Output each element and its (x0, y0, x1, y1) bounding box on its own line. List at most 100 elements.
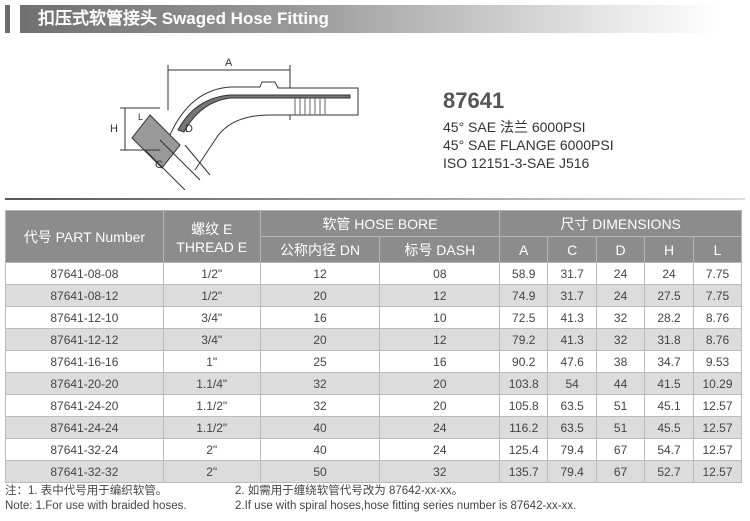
cell-c: 79.4 (547, 460, 598, 483)
cell-d: 24 (596, 284, 646, 307)
cell-dn: 16 (259, 306, 381, 329)
header-c: C (547, 236, 598, 263)
table-row: 87641-32-24 2" 40 24 125.4 79.4 67 54.7 12.57 (5, 438, 743, 461)
cell-thread: 3/4" (162, 328, 261, 351)
cell-l: 10.29 (692, 372, 743, 395)
table-row: 87641-12-12 3/4" 20 12 79.2 41.3 32 31.8 8.76 (5, 328, 743, 351)
header-part-number: 代号 PART Number (5, 210, 164, 263)
cell-l: 12.57 (692, 394, 743, 417)
cell-a: 116.2 (499, 416, 549, 439)
cell-a: 105.8 (499, 394, 549, 417)
header-thread-cn: 螺纹 E (191, 220, 233, 237)
header-hose-bore: 软管 HOSE BORE (259, 210, 501, 237)
cell-d: 67 (596, 438, 646, 461)
cell-thread: 3/4" (162, 306, 261, 329)
cell-dn: 40 (259, 438, 381, 461)
cell-part-number: 87641-12-10 (5, 306, 164, 329)
cell-d: 38 (596, 350, 646, 373)
cell-part-number: 87641-24-20 (5, 394, 164, 417)
cell-dash: 12 (379, 328, 501, 351)
cell-h: 45.5 (644, 416, 694, 439)
cell-thread: 1.1/4" (162, 372, 261, 395)
cell-a: 90.2 (499, 350, 549, 373)
cell-l: 12.57 (692, 460, 743, 483)
cell-thread: 1.1/2" (162, 416, 261, 439)
cell-part-number: 87641-08-12 (5, 284, 164, 307)
cell-h: 31.8 (644, 328, 694, 351)
cell-part-number: 87641-32-24 (5, 438, 164, 461)
cell-a: 74.9 (499, 284, 549, 307)
cell-l: 8.76 (692, 328, 743, 351)
cell-dash: 24 (379, 438, 501, 461)
header-thread: 螺纹 E THREAD E (162, 210, 261, 263)
cell-a: 135.7 (499, 460, 549, 483)
spec-line: 45° SAE 法兰 6000PSI (443, 119, 586, 135)
cell-thread: 1" (162, 350, 261, 373)
cell-l: 7.75 (692, 262, 743, 285)
header-l: L (692, 236, 743, 263)
cell-dash: 16 (379, 350, 501, 373)
fitting-diagram: A H L D C (110, 57, 359, 190)
model-number: 87641 (443, 88, 505, 113)
cell-part-number: 87641-20-20 (5, 372, 164, 395)
cell-c: 41.3 (547, 328, 598, 351)
cell-dash: 32 (379, 460, 501, 483)
cell-thread: 2" (162, 460, 261, 483)
cell-d: 32 (596, 328, 646, 351)
cell-c: 31.7 (547, 262, 598, 285)
cell-l: 8.76 (692, 306, 743, 329)
cell-c: 47.6 (547, 350, 598, 373)
cell-c: 63.5 (547, 394, 598, 417)
header-d: D (596, 236, 646, 263)
cell-dn: 50 (259, 460, 381, 483)
cell-h: 34.7 (644, 350, 694, 373)
cell-part-number: 87641-16-16 (5, 350, 164, 373)
header-h: H (644, 236, 694, 263)
dimensions-table: 代号 PART Number 螺纹 E THREAD E 软管 HOSE BORE… (5, 210, 743, 483)
notes: 注：1. 表中代号用于编织软管。 2. 如需用于缠绕软管代号改为 87642-xx… (5, 484, 576, 514)
cell-dn: 20 (259, 328, 381, 351)
divider (5, 198, 745, 200)
cell-c: 79.4 (547, 438, 598, 461)
cell-c: 31.7 (547, 284, 598, 307)
cell-d: 51 (596, 394, 646, 417)
dim-label-d: D (185, 123, 193, 135)
cell-part-number: 87641-12-12 (5, 328, 164, 351)
header-dimensions: 尺寸 DIMENSIONS (499, 210, 742, 237)
cell-part-number: 87641-32-32 (5, 460, 164, 483)
cell-d: 32 (596, 306, 646, 329)
cell-h: 54.7 (644, 438, 694, 461)
cell-a: 125.4 (499, 438, 549, 461)
cell-dash: 08 (379, 262, 501, 285)
cell-l: 12.57 (692, 416, 743, 439)
header-a: A (499, 236, 549, 263)
cell-dn: 25 (259, 350, 381, 373)
cell-h: 41.5 (644, 372, 694, 395)
cell-c: 63.5 (547, 416, 598, 439)
cell-h: 27.5 (644, 284, 694, 307)
cell-dn: 40 (259, 416, 381, 439)
cell-part-number: 87641-24-24 (5, 416, 164, 439)
cell-d: 51 (596, 416, 646, 439)
cell-thread: 1/2" (162, 262, 261, 285)
cell-l: 12.57 (692, 438, 743, 461)
cell-dash: 20 (379, 372, 501, 395)
header-dash: 标号 DASH (379, 236, 501, 263)
table-row: 87641-08-12 1/2" 20 12 74.9 31.7 24 27.5 7.75 (5, 284, 743, 307)
note-cn-1: 注：1. 表中代号用于编织软管。 (5, 485, 168, 497)
cell-h: 24 (644, 262, 694, 285)
cell-h: 45.1 (644, 394, 694, 417)
cell-thread: 1/2" (162, 284, 261, 307)
cell-c: 41.3 (547, 306, 598, 329)
cell-l: 9.53 (692, 350, 743, 373)
cell-dash: 12 (379, 284, 501, 307)
cell-part-number: 87641-08-08 (5, 262, 164, 285)
cell-d: 44 (596, 372, 646, 395)
cell-a: 103.8 (499, 372, 549, 395)
dim-label-l: L (138, 112, 143, 122)
product-info: 87641 45° SAE 法兰 6000PSI 45° SAE FLANGE … (443, 88, 614, 172)
cell-dn: 12 (259, 262, 381, 285)
cell-dash: 20 (379, 394, 501, 417)
note-en-1: Note: 1.For use with braided hoses. (5, 500, 187, 512)
table-row: 87641-08-08 1/2" 12 08 58.9 31.7 24 24 7.75 (5, 262, 743, 285)
